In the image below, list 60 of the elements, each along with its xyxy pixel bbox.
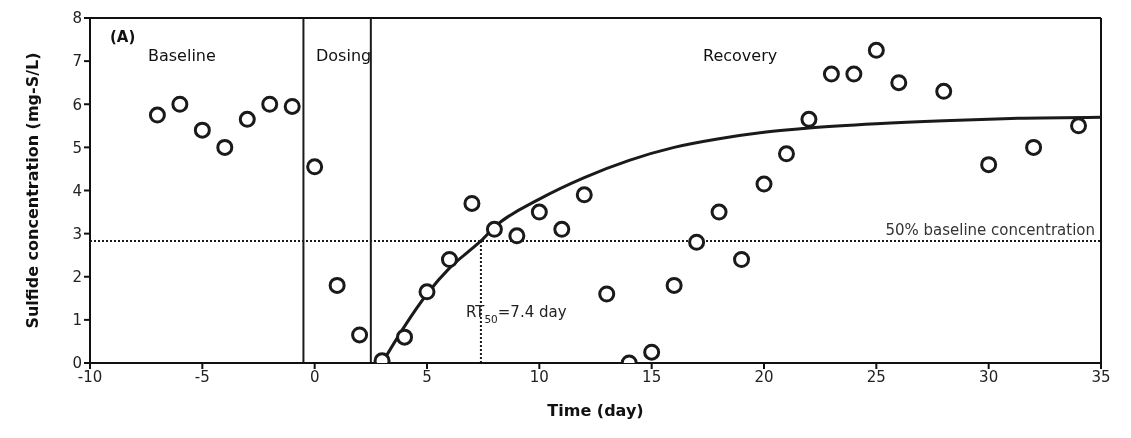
x-tick-label: 30 <box>979 367 999 386</box>
y-tick-label: 2 <box>72 268 82 287</box>
point <box>845 65 863 83</box>
x-axis-title: Time (day) <box>547 401 644 420</box>
y-tick-label: 6 <box>72 95 82 114</box>
point <box>980 156 998 174</box>
y-tick-label: 7 <box>72 52 82 71</box>
point <box>890 74 908 92</box>
annotation: Dosing <box>316 46 372 65</box>
annotation: Recovery <box>703 46 778 65</box>
point <box>351 326 369 344</box>
x-tick-label: -5 <box>194 367 210 386</box>
point <box>733 251 751 268</box>
annotation: (A) <box>110 28 136 46</box>
point <box>440 251 458 268</box>
point <box>261 95 279 113</box>
point <box>508 227 526 245</box>
point <box>643 343 661 361</box>
point <box>418 283 436 301</box>
point <box>193 121 211 139</box>
x-tick-label: 0 <box>309 367 320 386</box>
point <box>328 276 346 294</box>
point <box>935 82 953 100</box>
y-tick-label: 8 <box>72 9 82 28</box>
point <box>238 110 256 128</box>
point <box>800 110 818 128</box>
point <box>553 220 571 238</box>
point <box>283 97 301 115</box>
point <box>822 65 840 83</box>
ref-line-label: 50% baseline concentration <box>885 220 1095 239</box>
point <box>485 220 503 238</box>
point <box>530 203 548 221</box>
y-tick-label: 4 <box>72 181 82 200</box>
point <box>598 285 616 303</box>
x-tick-label: 10 <box>529 367 549 386</box>
y-tick-label: 1 <box>72 311 82 330</box>
point <box>867 41 885 59</box>
x-tick-label: 5 <box>422 367 432 386</box>
point <box>216 138 234 156</box>
x-tick-label: 20 <box>754 367 774 386</box>
point <box>1025 138 1043 156</box>
x-tick-label: 25 <box>866 367 886 386</box>
y-tick-label: 5 <box>72 138 82 157</box>
x-tick-label: 35 <box>1091 367 1111 386</box>
point <box>1070 117 1088 135</box>
annotation: Baseline <box>148 46 216 65</box>
point <box>148 106 166 124</box>
point <box>755 175 773 193</box>
point <box>171 95 189 113</box>
y-axis-title: Sulfide concentration (mg-S/L) <box>22 52 42 329</box>
point <box>396 328 414 346</box>
y-tick-label: 3 <box>72 224 82 243</box>
point <box>665 276 683 294</box>
point <box>575 186 593 204</box>
point <box>688 233 706 251</box>
point <box>777 145 795 163</box>
point <box>710 203 728 221</box>
point <box>306 158 324 176</box>
point <box>463 194 481 212</box>
x-tick-label: 15 <box>642 367 662 386</box>
